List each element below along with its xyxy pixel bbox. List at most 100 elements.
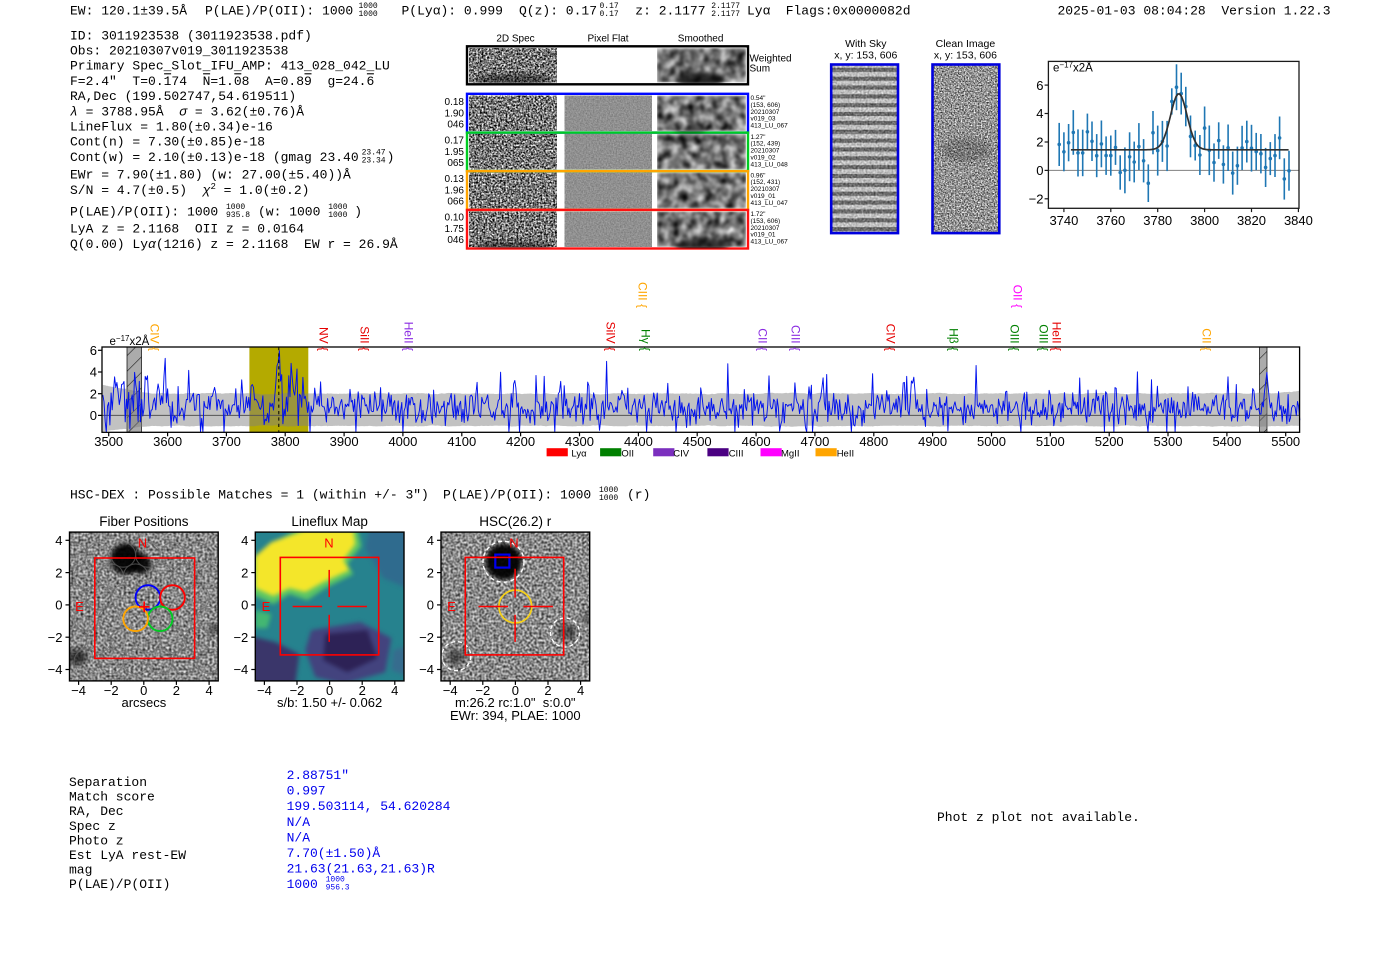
svg-text:0.54": 0.54" — [751, 95, 767, 102]
svg-text:0: 0 — [241, 598, 248, 613]
svg-text:7.70(±1.50)Å: 7.70(±1.50)Å — [287, 846, 381, 861]
svg-text:0.10: 0.10 — [445, 213, 465, 224]
svg-text:1000: 1000 — [359, 10, 378, 19]
svg-text:OII: OII — [621, 449, 634, 460]
svg-text:3760: 3760 — [1096, 213, 1125, 228]
svg-text:4: 4 — [391, 683, 398, 698]
svg-text:3900: 3900 — [330, 434, 359, 449]
svg-text:2: 2 — [55, 565, 62, 580]
svg-text:4: 4 — [55, 533, 62, 548]
svg-text:Hβ {: Hβ { — [947, 328, 961, 351]
svg-text:HeII {: HeII { — [402, 322, 416, 351]
svg-text:(152, 439): (152, 439) — [751, 141, 781, 148]
svg-text:Fiber Positions: Fiber Positions — [99, 514, 189, 529]
svg-text:5300: 5300 — [1154, 434, 1183, 449]
svg-text:3500: 3500 — [94, 434, 123, 449]
svg-text:23.47: 23.47 — [362, 148, 386, 157]
svg-text:2.88751": 2.88751" — [287, 768, 349, 783]
svg-text:(152, 431): (152, 431) — [751, 179, 781, 186]
svg-text:0: 0 — [55, 598, 62, 613]
svg-text:1000: 1000 — [326, 876, 345, 885]
svg-text:4500: 4500 — [683, 434, 712, 449]
svg-text:N/A: N/A — [287, 830, 311, 845]
svg-text:2D Spec: 2D Spec — [496, 34, 534, 45]
svg-text:P(Lyα): 0.999: P(Lyα): 0.999 — [402, 4, 503, 19]
svg-text:P(LAE)/P(OII): P(LAE)/P(OII) — [69, 877, 170, 892]
svg-text:CIV: CIV — [673, 449, 690, 460]
svg-text:(153, 606): (153, 606) — [751, 102, 781, 109]
svg-text:066: 066 — [447, 197, 464, 208]
svg-text:x, y: 153, 606: x, y: 153, 606 — [834, 50, 897, 62]
svg-text:046: 046 — [447, 235, 464, 246]
svg-text:Q(z): 0.17: Q(z): 0.17 — [519, 4, 597, 19]
svg-text:4600: 4600 — [742, 434, 771, 449]
svg-text:3800: 3800 — [271, 434, 300, 449]
svg-text:0.997: 0.997 — [287, 784, 326, 799]
svg-text:−4: −4 — [419, 662, 434, 677]
svg-text:4900: 4900 — [918, 434, 947, 449]
svg-text:Separation: Separation — [69, 775, 147, 790]
svg-text:3740: 3740 — [1049, 213, 1078, 228]
svg-text:2: 2 — [544, 683, 551, 698]
svg-text:2025-01-03 08:04:28 Version 1: 2025-01-03 08:04:28 Version 1.22.3 — [1058, 4, 1331, 19]
svg-text:2: 2 — [241, 565, 248, 580]
svg-text:199.503114, 54.620284: 199.503114, 54.620284 — [287, 799, 451, 814]
svg-text:0.17: 0.17 — [445, 136, 465, 147]
svg-text:3820: 3820 — [1237, 213, 1266, 228]
svg-text:6: 6 — [1036, 78, 1043, 93]
svg-text:HSC(26.2) r: HSC(26.2) r — [479, 514, 552, 529]
svg-text:0.17: 0.17 — [600, 2, 619, 11]
svg-text:3600: 3600 — [153, 434, 182, 449]
svg-text:HeII {: HeII { — [1050, 322, 1064, 351]
svg-text:20210307: 20210307 — [751, 109, 780, 116]
svg-text:OII {: OII { — [1011, 285, 1025, 308]
svg-text:m:26.2 rc:1.0" s:0.0": m:26.2 rc:1.0" s:0.0" — [455, 695, 576, 710]
svg-text:): ) — [354, 205, 362, 220]
svg-text:HeII: HeII — [837, 449, 854, 460]
svg-text:Sum: Sum — [750, 64, 771, 75]
svg-text:Clean Image: Clean Image — [936, 38, 996, 50]
svg-text:4000: 4000 — [388, 434, 417, 449]
svg-text:CIII: CIII — [729, 449, 744, 460]
svg-text:21.63(21.63,21.63)R: 21.63(21.63,21.63)R — [287, 862, 435, 877]
svg-text:RA,Dec (199.502747,54.619511): RA,Dec (199.502747,54.619511) — [70, 89, 296, 104]
svg-text:4100: 4100 — [447, 434, 476, 449]
svg-text:4: 4 — [577, 683, 584, 698]
svg-text:e−17x2Å: e−17x2Å — [1053, 61, 1093, 75]
svg-text:413_LU_067: 413_LU_067 — [751, 123, 789, 130]
svg-text:4700: 4700 — [800, 434, 829, 449]
svg-text:1000: 1000 — [599, 494, 618, 503]
svg-text:CIII {: CIII { — [636, 282, 650, 308]
svg-text:1000: 1000 — [226, 203, 245, 212]
svg-text:N: N — [324, 536, 333, 551]
svg-text:LineFlux = 1.80(±0.34)e-16: LineFlux = 1.80(±0.34)e-16 — [70, 120, 273, 135]
svg-text:P(LAE)/P(OII): 1000: P(LAE)/P(OII): 1000 — [443, 488, 591, 503]
svg-text:413_LU_067: 413_LU_067 — [751, 239, 789, 246]
svg-text:CIV {: CIV { — [148, 324, 162, 351]
svg-text:065: 065 — [447, 158, 464, 169]
svg-text:5200: 5200 — [1095, 434, 1124, 449]
svg-text:1000: 1000 — [328, 211, 347, 220]
svg-text:SiIV {: SiIV { — [604, 322, 618, 351]
svg-text:Lyα: Lyα — [747, 4, 771, 19]
svg-text:E: E — [262, 599, 271, 614]
svg-text:NV {: NV { — [317, 327, 331, 351]
svg-text:0: 0 — [326, 683, 333, 698]
svg-text:−4: −4 — [233, 662, 248, 677]
svg-text:1.72": 1.72" — [751, 211, 767, 218]
svg-text:mag: mag — [69, 863, 92, 878]
svg-text:1.96: 1.96 — [445, 185, 465, 196]
svg-text:2.1177: 2.1177 — [711, 10, 740, 19]
svg-text:MgII: MgII — [781, 449, 799, 460]
svg-text:Match score: Match score — [69, 790, 155, 805]
svg-text:1.95: 1.95 — [445, 147, 465, 158]
svg-text:1.75: 1.75 — [445, 224, 465, 235]
svg-text:3840: 3840 — [1284, 213, 1313, 228]
svg-text:Spec z: Spec z — [69, 819, 116, 834]
svg-text:(r): (r) — [627, 488, 650, 503]
svg-text:Q(0.00) Lyα(1216) z = 2.1168: Q(0.00) Lyα(1216) z = 2.1168 EW r = 26.9… — [70, 237, 398, 252]
svg-text:CIII {: CIII { — [789, 325, 803, 351]
svg-text:4400: 4400 — [624, 434, 653, 449]
svg-text:HSC-DEX : Possible Matches = 1: HSC-DEX : Possible Matches = 1 (within +… — [70, 488, 429, 503]
svg-text:RA, Dec: RA, Dec — [69, 804, 124, 819]
